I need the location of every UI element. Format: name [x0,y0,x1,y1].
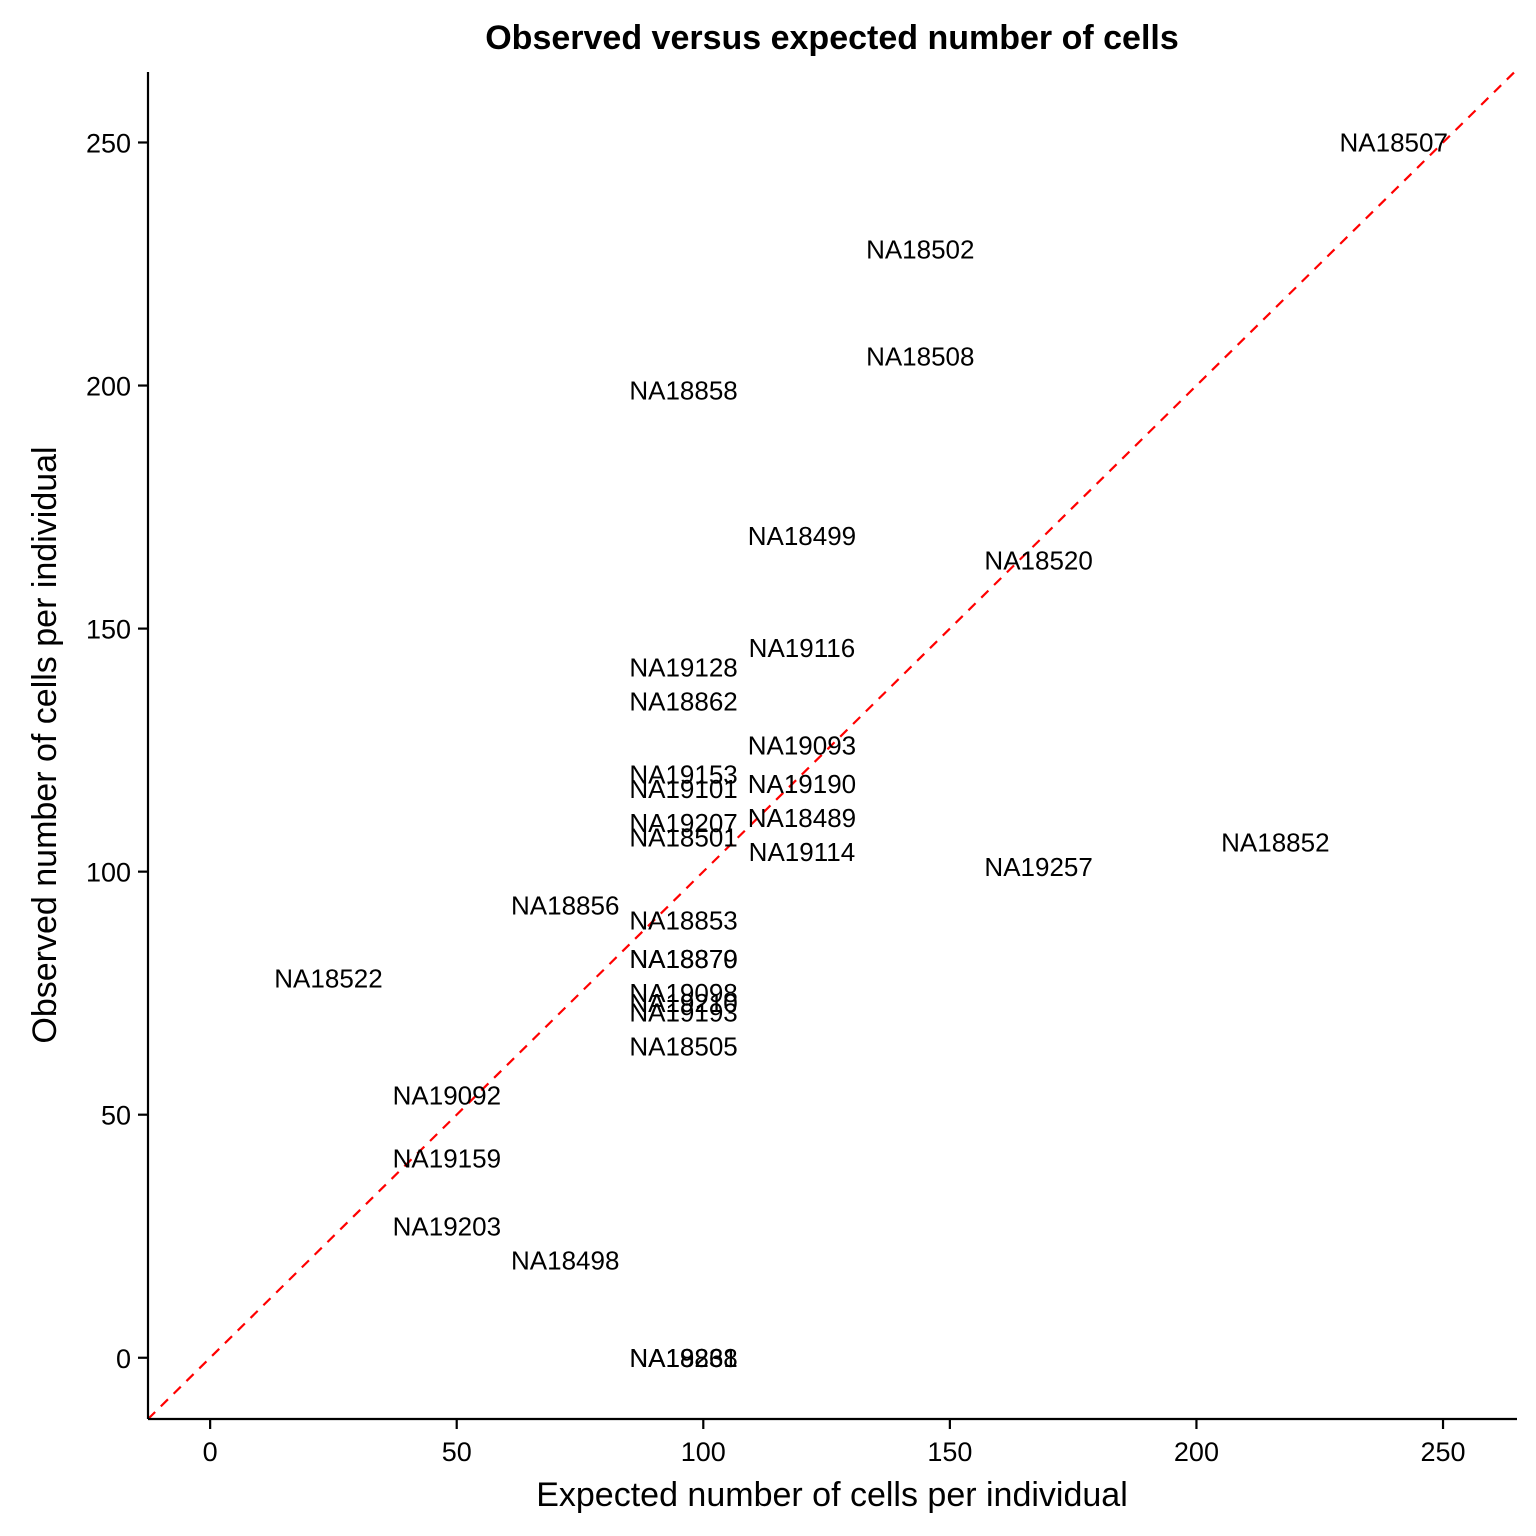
y-tick-label: 250 [86,128,131,158]
point-label-na18861: NA18861 [629,1343,737,1373]
point-label-na19257: NA19257 [984,852,1092,882]
point-label-na19092: NA19092 [393,1080,501,1110]
point-label-na18522: NA18522 [274,964,382,994]
point-label-na19128: NA19128 [629,652,737,682]
point-label-na18853: NA18853 [629,905,737,935]
x-tick-label: 0 [203,1437,218,1467]
x-tick-label: 150 [927,1437,972,1467]
point-label-na19207: NA19207 [629,808,737,838]
x-tick-label: 250 [1420,1437,1465,1467]
point-label-na19159: NA19159 [393,1143,501,1173]
point-label-na18489: NA18489 [748,803,856,833]
point-label-na18852: NA18852 [1221,827,1329,857]
point-label-na18501: NA18501 [629,823,737,853]
x-tick-label: 200 [1174,1437,1219,1467]
point-label-na19190: NA19190 [748,769,856,799]
y-axis-title: Observed number of cells per individual [26,446,64,1043]
y-tick-label: 150 [86,615,131,645]
y-tick-label: 0 [116,1344,131,1374]
reference-line-y-equals-x [147,71,1516,1420]
point-label-na18520: NA18520 [984,546,1092,576]
point-label-na19210: NA19210 [629,988,737,1018]
point-label-na18862: NA18862 [629,687,737,717]
point-label-na19153: NA19153 [629,759,737,789]
x-tick-label: 100 [681,1437,726,1467]
point-label-na19116: NA19116 [749,633,856,663]
point-label-na19098: NA19098 [629,978,737,1008]
point-label-na18856: NA18856 [511,891,619,921]
point-label-na18879: NA18879 [629,944,737,974]
y-tick-label: 100 [86,858,131,888]
y-tick-label: 50 [101,1101,131,1131]
point-label-na18498: NA18498 [511,1246,619,1276]
point-label-na18858: NA18858 [629,375,737,405]
y-tick-label: 200 [86,372,131,402]
y-axis-ticks: 0 50 100 150 200 250 [86,128,148,1374]
x-axis-title: Expected number of cells per individual [536,1476,1128,1514]
plot-area: NA18507 NA18502 NA18508 NA18858 NA18499 NA185… [147,71,1516,1420]
point-label-na18502: NA18502 [866,234,974,264]
point-label-na19238: NA19238 [629,1343,737,1373]
point-label-na19093: NA19093 [748,730,856,760]
x-tick-label: 50 [442,1437,472,1467]
point-label-na18505: NA18505 [629,1032,737,1062]
point-label-na18507: NA18507 [1340,127,1448,157]
x-axis-ticks: 0 50 100 150 200 250 [203,1419,1466,1467]
point-label-na19114: NA19114 [749,837,856,867]
reference-line-group [147,71,1516,1420]
point-label-na18508: NA18508 [866,341,974,371]
point-labels: NA18507 NA18502 NA18508 NA18858 NA18499 NA185… [274,127,1448,1372]
point-label-na19193: NA19193 [629,998,737,1028]
point-label-na19101: NA19101 [629,774,737,804]
point-label-na19203: NA19203 [393,1212,501,1242]
chart-title: Observed versus expected number of cells [485,19,1179,57]
point-label-na18499: NA18499 [748,521,856,551]
point-label-na18870: NA18870 [629,944,737,974]
